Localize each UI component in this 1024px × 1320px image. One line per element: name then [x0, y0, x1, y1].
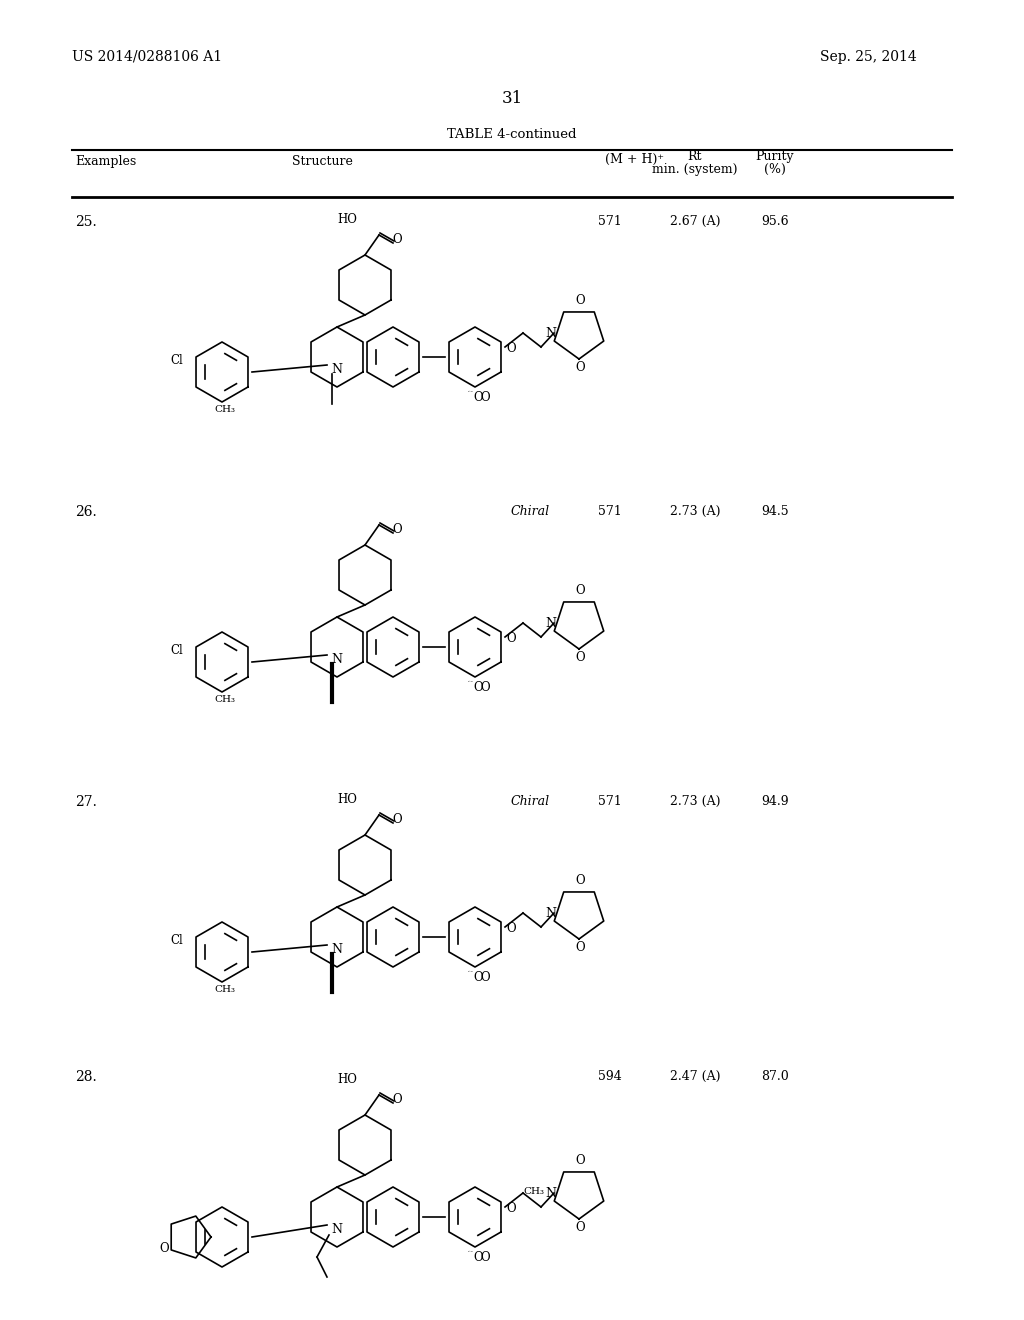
Text: 31: 31	[502, 90, 522, 107]
Text: O: O	[473, 391, 482, 404]
Text: 87.0: 87.0	[761, 1071, 788, 1082]
Text: O: O	[575, 1154, 585, 1167]
Text: O: O	[480, 391, 489, 404]
Text: Cl: Cl	[170, 644, 182, 657]
Text: methoxy: methoxy	[468, 389, 474, 392]
Text: O: O	[473, 972, 482, 983]
Text: O: O	[575, 294, 585, 308]
Text: 27.: 27.	[75, 795, 97, 809]
Text: O: O	[392, 1093, 401, 1106]
Text: N: N	[545, 327, 556, 341]
Text: O: O	[159, 1242, 169, 1255]
Text: US 2014/0288106 A1: US 2014/0288106 A1	[72, 50, 222, 63]
Text: Chiral: Chiral	[510, 506, 550, 517]
Text: O: O	[473, 1251, 482, 1265]
Text: 26.: 26.	[75, 506, 96, 519]
Text: O: O	[480, 1251, 489, 1265]
Text: HO: HO	[337, 213, 357, 226]
Text: O: O	[392, 234, 401, 246]
Text: Chiral: Chiral	[510, 795, 550, 808]
Text: (%): (%)	[764, 162, 786, 176]
Text: O: O	[575, 874, 585, 887]
Text: N: N	[545, 616, 556, 630]
Text: 571: 571	[598, 795, 622, 808]
Text: HO: HO	[337, 793, 357, 807]
Text: N: N	[545, 1187, 556, 1200]
Text: TABLE 4-continued: TABLE 4-continued	[447, 128, 577, 141]
Text: O: O	[506, 921, 516, 935]
Text: (M + H)⁺: (M + H)⁺	[605, 153, 664, 166]
Text: 2.73 (A): 2.73 (A)	[670, 506, 720, 517]
Text: 2.73 (A): 2.73 (A)	[670, 795, 720, 808]
Text: O: O	[480, 972, 489, 983]
Text: O: O	[473, 681, 482, 694]
Text: N: N	[331, 1224, 342, 1236]
Text: O: O	[575, 1221, 585, 1234]
Text: CH₃: CH₃	[214, 696, 234, 704]
Text: 95.6: 95.6	[761, 215, 788, 228]
Text: O: O	[506, 1203, 516, 1214]
Text: Cl: Cl	[170, 354, 182, 367]
Text: O: O	[506, 342, 516, 355]
Text: Rt: Rt	[688, 150, 702, 162]
Text: N: N	[331, 653, 342, 667]
Text: Sep. 25, 2014: Sep. 25, 2014	[820, 50, 916, 63]
Text: N: N	[331, 363, 342, 376]
Text: CH₃: CH₃	[523, 1187, 544, 1196]
Text: O: O	[480, 681, 489, 694]
Text: O: O	[392, 523, 401, 536]
Text: O: O	[506, 632, 516, 645]
Text: O: O	[575, 941, 585, 954]
Text: CH₃: CH₃	[214, 405, 234, 414]
Text: 25.: 25.	[75, 215, 96, 228]
Text: 2.67 (A): 2.67 (A)	[670, 215, 720, 228]
Text: O: O	[575, 651, 585, 664]
Text: Structure: Structure	[292, 154, 352, 168]
Text: 2.47 (A): 2.47 (A)	[670, 1071, 720, 1082]
Text: O: O	[392, 813, 401, 826]
Text: HO: HO	[337, 1073, 357, 1086]
Text: N: N	[331, 942, 342, 956]
Text: 94.5: 94.5	[761, 506, 788, 517]
Text: O: O	[575, 583, 585, 597]
Text: 594: 594	[598, 1071, 622, 1082]
Text: methoxy: methoxy	[468, 680, 474, 681]
Text: Examples: Examples	[75, 154, 136, 168]
Text: 571: 571	[598, 215, 622, 228]
Text: 94.9: 94.9	[761, 795, 788, 808]
Text: 28.: 28.	[75, 1071, 96, 1084]
Text: 571: 571	[598, 506, 622, 517]
Text: O: O	[575, 360, 585, 374]
Text: methoxy: methoxy	[468, 1250, 474, 1251]
Text: Purity: Purity	[756, 150, 795, 162]
Text: CH₃: CH₃	[214, 985, 234, 994]
Text: N: N	[545, 907, 556, 920]
Text: min. (system): min. (system)	[652, 162, 737, 176]
Text: methoxy: methoxy	[468, 970, 474, 972]
Text: Cl: Cl	[170, 935, 182, 946]
